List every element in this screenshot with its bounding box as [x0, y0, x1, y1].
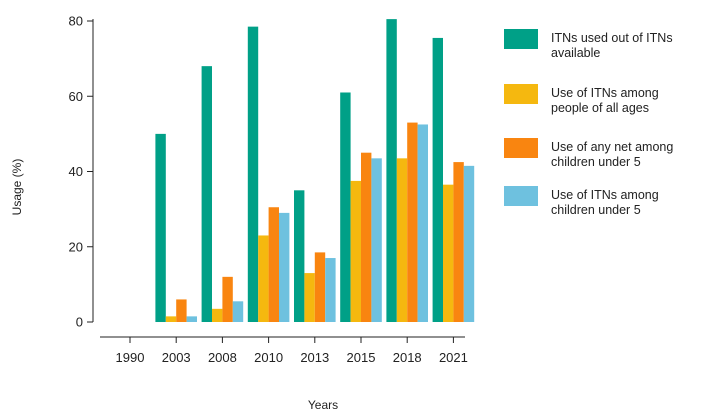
bars [155, 19, 475, 323]
legend-label: Use of any net among children under 5 [551, 140, 673, 169]
bar [386, 19, 397, 323]
x-tick-label: 2018 [393, 350, 422, 365]
bar [453, 162, 464, 322]
bar [325, 258, 336, 322]
bar [396, 158, 408, 322]
bar [432, 37, 443, 323]
bar [463, 165, 475, 322]
y-tick-label: 80 [69, 14, 83, 29]
legend-swatch [504, 29, 538, 49]
bar [165, 316, 177, 322]
legend: ITNs used out of ITNs available Use of ITN… [504, 29, 673, 217]
bar [361, 152, 372, 322]
bar [232, 301, 244, 322]
y-tick-label: 0 [76, 315, 83, 330]
bar [247, 26, 259, 322]
bar [314, 252, 326, 322]
y-tick-label: 60 [69, 89, 83, 104]
x-axis: 1990 2003 2008 2010 2013 2015 2018 2021 [100, 336, 468, 365]
bar [350, 180, 361, 322]
bar [407, 122, 418, 322]
y-axis: 0 20 40 60 80 [69, 14, 94, 330]
bar [155, 133, 166, 323]
bar [371, 158, 382, 322]
x-tick-label: 1990 [116, 350, 145, 365]
y-tick-label: 40 [69, 164, 83, 179]
bar [186, 316, 197, 322]
x-tick-label: 2008 [208, 350, 237, 365]
x-tick-label: 2003 [162, 350, 191, 365]
bar [268, 207, 279, 322]
x-tick-label: 2021 [439, 350, 468, 365]
bar [222, 276, 233, 322]
bar [443, 184, 454, 322]
x-axis-title: Years [308, 398, 338, 412]
bar [201, 66, 212, 323]
bar [417, 124, 428, 322]
legend-label: Use of ITNs among children under 5 [551, 188, 659, 217]
bar [340, 92, 351, 323]
legend-swatch [504, 84, 538, 104]
bar [176, 299, 187, 322]
y-tick-label: 20 [69, 239, 83, 254]
x-tick-label: 2015 [347, 350, 376, 365]
legend-swatch [504, 186, 538, 206]
legend-label: ITNs used out of ITNs available [551, 31, 673, 60]
bar [258, 235, 269, 322]
bar [294, 190, 305, 322]
x-tick-label: 2010 [254, 350, 283, 365]
legend-swatch [504, 138, 538, 158]
bar [212, 308, 223, 322]
x-tick-label: 2013 [300, 350, 329, 365]
bar [279, 212, 290, 322]
bar [304, 273, 315, 322]
y-axis-title: Usage (%) [10, 159, 24, 216]
legend-label: Use of ITNs among people of all ages [551, 86, 659, 115]
